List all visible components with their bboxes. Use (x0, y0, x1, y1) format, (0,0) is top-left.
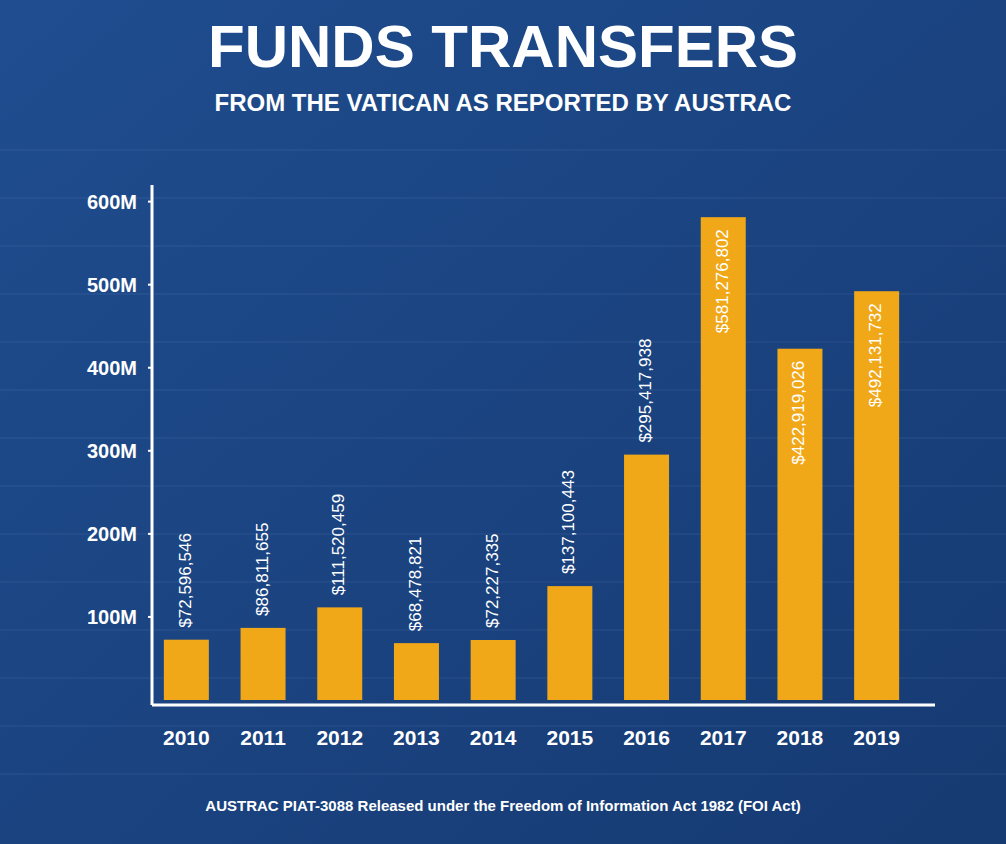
x-tick-label: 2018 (777, 726, 824, 749)
texture-line (0, 774, 1006, 775)
data-label: $86,811,655 (253, 523, 272, 616)
y-tick-label: 500M (87, 274, 137, 296)
x-axis (152, 704, 935, 707)
y-tick (148, 616, 152, 618)
x-tick-label: 2014 (470, 726, 517, 749)
y-tick-label: 100M (87, 606, 137, 628)
bar (854, 291, 899, 700)
bars (164, 217, 899, 700)
bar (547, 586, 592, 700)
y-tick (148, 201, 152, 203)
bar (394, 643, 439, 700)
subtitle: FROM THE VATICAN AS REPORTED BY AUSTRAC (215, 89, 792, 116)
bar (701, 217, 746, 700)
y-tick (148, 284, 152, 286)
y-tick-label: 400M (87, 357, 137, 379)
data-label: $492,131,732 (866, 303, 885, 407)
x-tick-label: 2012 (316, 726, 363, 749)
x-tick-label: 2015 (546, 726, 593, 749)
y-tick (148, 450, 152, 452)
x-tick-label: 2017 (700, 726, 747, 749)
bar (777, 349, 822, 700)
bar (241, 628, 286, 700)
data-label: $68,478,821 (406, 537, 425, 632)
x-tick-label: 2010 (163, 726, 210, 749)
background-texture (0, 150, 1006, 774)
bar (471, 640, 516, 700)
data-label: $111,520,459 (329, 494, 348, 595)
data-label: $422,919,026 (789, 361, 808, 465)
source-note: AUSTRAC PIAT-3088 Released under the Fre… (205, 797, 800, 814)
bar (164, 640, 209, 700)
data-label: $137,100,443 (559, 470, 578, 574)
y-tick-label: 600M (87, 191, 137, 213)
data-label: $72,596,546 (176, 533, 195, 628)
background (0, 0, 1006, 844)
y-axis (151, 185, 154, 705)
texture-line (0, 150, 1006, 151)
x-tick-label: 2019 (853, 726, 900, 749)
bar (624, 455, 669, 700)
y-tick-label: 200M (87, 523, 137, 545)
data-labels: $72,596,546 $86,811,655 $111,520,459 $68,47… (176, 229, 885, 631)
x-tick-label: 2011 (240, 726, 286, 749)
y-tick (148, 533, 152, 535)
x-tick-label: 2016 (623, 726, 670, 749)
x-tick-label: 2013 (393, 726, 440, 749)
chart-root: FUNDS TRANSFERS FROM THE VATICAN AS REPOR… (0, 0, 1006, 844)
y-tick-label: 300M (87, 440, 137, 462)
bar (317, 607, 362, 700)
title: FUNDS TRANSFERS (208, 13, 798, 80)
data-label: $295,417,938 (636, 339, 655, 443)
data-label: $72,227,335 (483, 533, 502, 628)
data-label: $581,276,802 (713, 229, 732, 333)
y-tick (148, 367, 152, 369)
